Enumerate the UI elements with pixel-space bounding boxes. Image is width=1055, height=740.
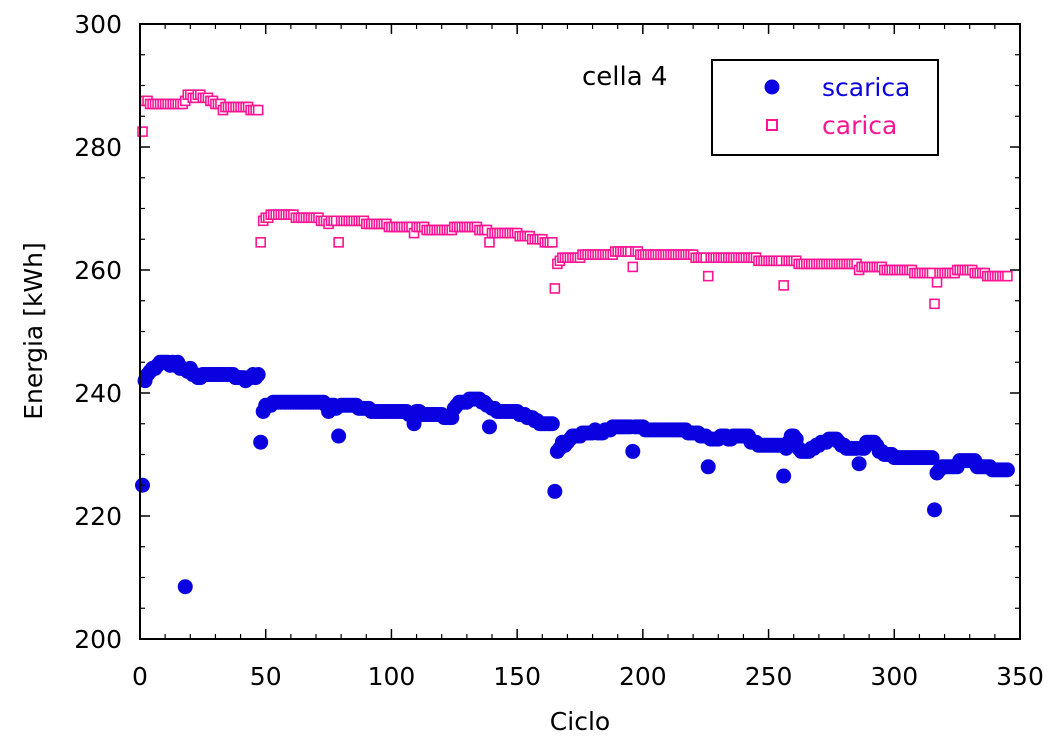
carica-point bbox=[778, 280, 789, 291]
carica-point bbox=[137, 126, 148, 137]
chart-annotation: cella 4 bbox=[582, 62, 667, 92]
carica-point bbox=[484, 237, 495, 248]
legend-label-carica: carica bbox=[822, 111, 897, 140]
carica-point bbox=[255, 237, 266, 248]
axis-ticks: 0 50 100 150 200 250 300 350 200 220 240 260 280 300 bbox=[74, 10, 1044, 691]
carica-point bbox=[333, 237, 344, 248]
carica-point bbox=[549, 283, 561, 294]
x-tick-label: 50 bbox=[250, 662, 282, 691]
x-tick-label: 0 bbox=[132, 662, 148, 691]
carica-point bbox=[1002, 270, 1013, 282]
y-tick-label: 260 bbox=[74, 256, 122, 285]
carica-point bbox=[627, 261, 639, 273]
carica-point bbox=[702, 270, 714, 282]
legend-marker-carica bbox=[766, 119, 778, 131]
legend-label-scarica: scarica bbox=[822, 73, 910, 102]
y-tick-label: 280 bbox=[74, 133, 122, 162]
scarica-point bbox=[547, 483, 563, 499]
x-tick-label: 300 bbox=[870, 662, 918, 691]
scarica-point bbox=[927, 502, 943, 518]
scarica-point bbox=[999, 462, 1015, 478]
scarica-point bbox=[177, 579, 193, 595]
legend-box bbox=[711, 59, 939, 156]
y-tick-label: 200 bbox=[74, 625, 122, 654]
carica-point bbox=[931, 276, 943, 288]
carica-point bbox=[929, 298, 940, 310]
scarica-point bbox=[331, 428, 347, 444]
x-tick-label: 100 bbox=[368, 662, 416, 691]
scarica-point bbox=[250, 367, 266, 383]
data-points-layer bbox=[135, 89, 1015, 595]
scarica-point bbox=[253, 434, 269, 450]
scarica-point bbox=[924, 450, 940, 466]
carica-point bbox=[252, 104, 264, 116]
legend: scarica carica bbox=[711, 59, 939, 156]
y-tick-label: 300 bbox=[74, 10, 122, 39]
x-tick-label: 200 bbox=[619, 662, 667, 691]
scarica-point bbox=[625, 443, 641, 459]
scarica-point bbox=[544, 416, 560, 432]
y-axis-title: Energia [kWh] bbox=[19, 242, 48, 420]
x-tick-label: 250 bbox=[745, 662, 793, 691]
carica-point bbox=[547, 237, 558, 248]
scarica-point bbox=[481, 419, 497, 435]
legend-marker-scarica bbox=[764, 79, 780, 95]
y-tick-label: 240 bbox=[74, 379, 122, 408]
scarica-point bbox=[700, 459, 716, 475]
x-tick-label: 350 bbox=[996, 662, 1044, 691]
scarica-point bbox=[851, 456, 867, 472]
x-tick-label: 150 bbox=[493, 662, 541, 691]
y-tick-label: 220 bbox=[74, 502, 122, 531]
scarica-point bbox=[776, 468, 792, 484]
x-axis-title: Ciclo bbox=[550, 707, 610, 736]
